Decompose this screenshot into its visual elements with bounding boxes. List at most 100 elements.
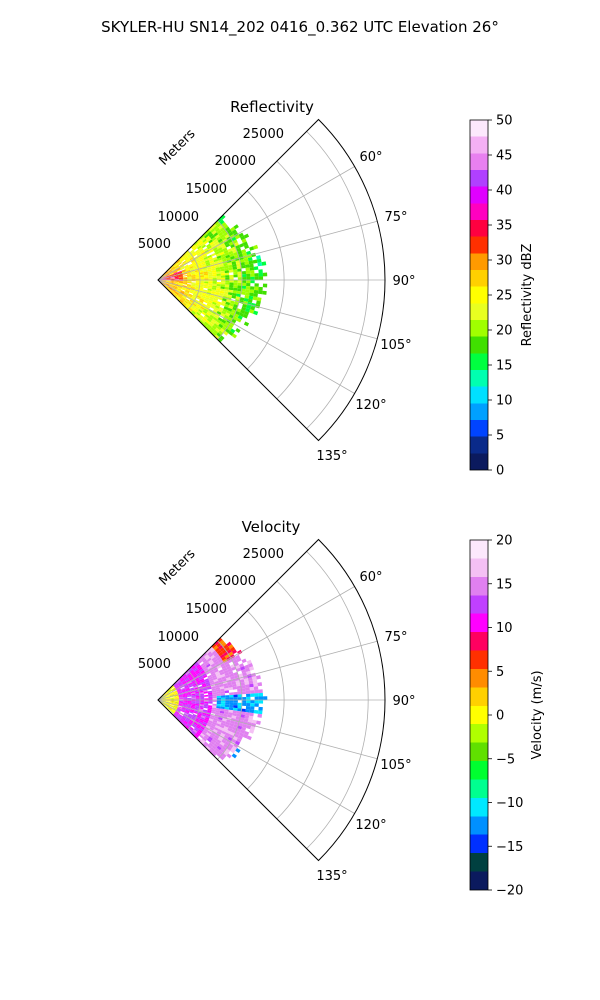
echo-gate bbox=[206, 683, 211, 687]
echo-gate bbox=[213, 232, 219, 237]
echo-gate bbox=[189, 719, 194, 724]
echo-gate bbox=[245, 706, 251, 710]
echo-gate bbox=[170, 696, 175, 698]
echo-gate bbox=[250, 693, 255, 697]
echo-gate bbox=[182, 706, 187, 709]
echo-gate bbox=[231, 666, 237, 671]
echo-gate bbox=[202, 737, 207, 742]
echo-gate bbox=[164, 272, 169, 276]
echo-gate bbox=[202, 688, 208, 691]
echo-gate bbox=[197, 730, 202, 735]
echo-gate bbox=[245, 289, 250, 293]
echo-gate bbox=[179, 299, 184, 303]
echo-gate bbox=[250, 726, 256, 731]
echo-gate bbox=[174, 280, 180, 282]
echo-gate bbox=[177, 261, 182, 265]
echo-gate bbox=[176, 267, 181, 271]
echo-gate bbox=[263, 696, 268, 700]
echo-gate bbox=[201, 664, 207, 669]
echo-gate bbox=[203, 728, 209, 733]
echo-gate bbox=[221, 739, 227, 744]
echo-gate bbox=[236, 713, 241, 718]
echo-gate bbox=[193, 314, 198, 319]
echo-gate bbox=[201, 263, 207, 267]
echo-gate bbox=[216, 325, 222, 331]
echo-gate bbox=[186, 284, 192, 286]
echo-gate bbox=[192, 666, 198, 671]
echo-gate bbox=[210, 746, 216, 752]
echo-gate bbox=[223, 669, 229, 674]
echo-gate bbox=[199, 707, 204, 710]
echo-gate bbox=[228, 687, 233, 691]
echo-gate bbox=[180, 267, 185, 270]
echo-gate bbox=[170, 698, 175, 700]
echo-gate bbox=[257, 713, 263, 718]
echo-gate bbox=[170, 276, 175, 278]
echo-gate bbox=[173, 691, 178, 694]
echo-gate bbox=[204, 733, 210, 739]
echo-gate bbox=[161, 696, 166, 699]
echo-gate bbox=[165, 702, 170, 705]
echo-gate bbox=[207, 286, 213, 290]
echo-gate bbox=[220, 312, 226, 318]
echo-gate bbox=[219, 710, 225, 714]
echo-gate bbox=[174, 698, 180, 700]
echo-gate bbox=[220, 288, 225, 292]
echo-gate bbox=[222, 258, 227, 262]
echo-gate bbox=[208, 280, 213, 282]
echo-gate bbox=[220, 706, 225, 710]
echo-gate bbox=[183, 697, 188, 700]
echo-gate bbox=[181, 707, 187, 710]
echo-gate bbox=[197, 294, 202, 297]
echo-gate bbox=[202, 658, 207, 663]
echo-gate bbox=[237, 271, 242, 275]
echo-gate bbox=[220, 302, 226, 307]
echo-gate bbox=[244, 261, 250, 266]
echo-gate bbox=[217, 677, 223, 681]
echo-gate bbox=[193, 721, 198, 726]
echo-gate bbox=[183, 675, 188, 679]
echo-gate bbox=[164, 692, 169, 696]
echo-gate bbox=[228, 267, 233, 271]
echo-gate bbox=[164, 285, 168, 289]
echo-gate bbox=[170, 280, 175, 282]
echo-gate bbox=[179, 685, 185, 689]
echo-gate bbox=[233, 271, 238, 275]
echo-gate bbox=[231, 715, 237, 719]
echo-gate bbox=[258, 272, 264, 277]
colorbar-tick-label: 10 bbox=[496, 621, 513, 636]
echo-gate bbox=[192, 683, 198, 687]
echo-gate bbox=[232, 290, 238, 294]
echo-gate bbox=[183, 713, 188, 717]
echo-gate bbox=[187, 697, 192, 699]
echo-gate bbox=[223, 293, 228, 297]
echo-gate bbox=[201, 683, 207, 687]
echo-gate bbox=[174, 695, 179, 698]
echo-gate bbox=[248, 295, 254, 300]
echo-gate bbox=[242, 700, 247, 704]
echo-gate bbox=[211, 686, 216, 689]
echo-gate bbox=[179, 291, 185, 295]
echo-gate bbox=[221, 236, 227, 241]
echo-gate bbox=[206, 723, 212, 728]
echo-gate bbox=[205, 649, 211, 655]
echo-gate bbox=[212, 280, 217, 283]
echo-gate bbox=[168, 689, 172, 693]
echo-gate bbox=[201, 295, 206, 299]
echo-gate bbox=[232, 726, 238, 731]
echo-gate bbox=[207, 290, 212, 293]
echo-gate bbox=[220, 268, 225, 272]
echo-gate bbox=[204, 278, 209, 280]
colorbar-tick-label: −15 bbox=[496, 840, 523, 855]
echo-gate bbox=[193, 264, 198, 268]
echo-gate bbox=[178, 278, 184, 280]
echo-gate bbox=[229, 280, 234, 283]
echo-gate bbox=[196, 238, 202, 243]
echo-gate bbox=[225, 282, 230, 285]
echo-gate bbox=[191, 703, 196, 706]
echo-gate bbox=[161, 276, 166, 279]
echo-gate bbox=[220, 286, 225, 290]
echo-gate bbox=[174, 701, 179, 703]
echo-gate bbox=[237, 725, 243, 730]
